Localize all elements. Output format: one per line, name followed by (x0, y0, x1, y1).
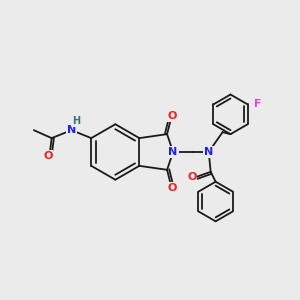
Text: O: O (167, 111, 177, 121)
Text: O: O (167, 183, 177, 193)
Text: F: F (254, 99, 261, 110)
Text: N: N (204, 147, 213, 157)
Text: O: O (43, 151, 52, 161)
Text: H: H (72, 116, 80, 126)
Text: N: N (67, 125, 76, 135)
Text: N: N (168, 147, 178, 157)
Text: O: O (187, 172, 196, 182)
